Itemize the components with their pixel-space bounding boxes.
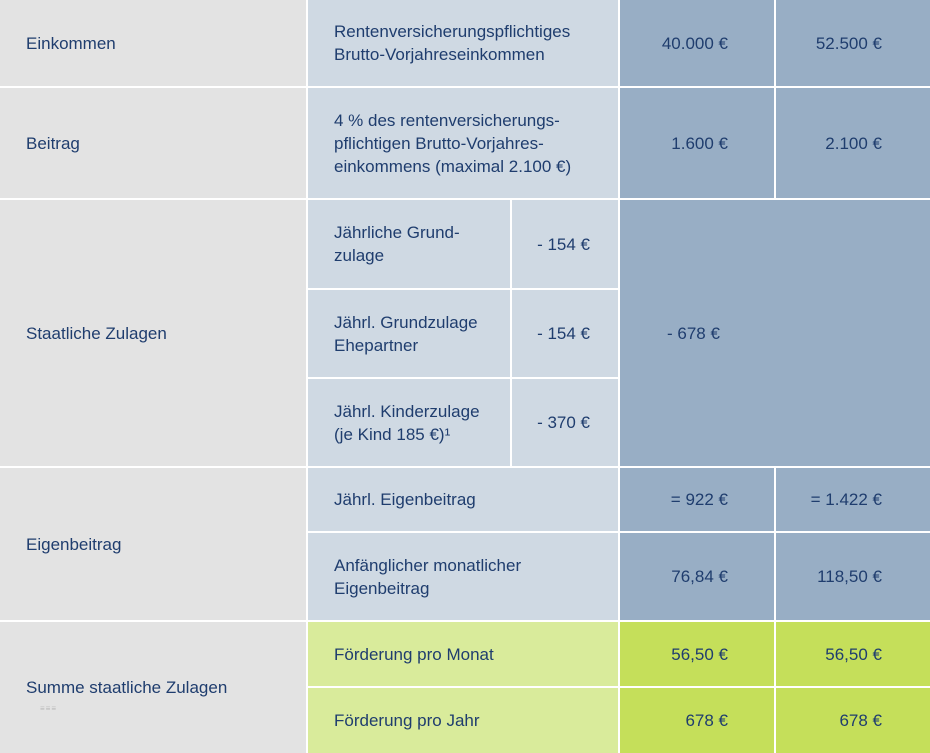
zulage-item-label: Jährliche Grund- zulage [308, 200, 510, 288]
zulage-item-value: - 154 € [512, 290, 618, 377]
watermark-mark: ≡≡≡ [40, 704, 58, 713]
summe-item-value-1: 56,50 € [620, 622, 774, 686]
zulage-item-label: Jährl. Kinderzulage (je Kind 185 €)¹ [308, 379, 510, 466]
beitrag-value-2: 2.100 € [776, 88, 930, 198]
beitrag-description: 4 % des rentenversicherungs- pflichtigen… [308, 88, 618, 198]
summe-item-value-2: 56,50 € [776, 622, 930, 686]
eigenbeitrag-item-value-1: 76,84 € [620, 533, 774, 620]
zulage-item-value: - 370 € [512, 379, 618, 466]
einkommen-value-1: 40.000 € [620, 0, 774, 86]
beitrag-value-1: 1.600 € [620, 88, 774, 198]
eigenbeitrag-item-value-2: = 1.422 € [776, 468, 930, 531]
eigenbeitrag-item-value-1: = 922 € [620, 468, 774, 531]
row-label-summe: Summe staatliche Zulagen [0, 622, 306, 753]
row-label-einkommen: Einkommen [0, 0, 306, 86]
einkommen-description: Rentenversicherungspflichtiges Brutto-Vo… [308, 0, 618, 86]
eigenbeitrag-item-value-2: 118,50 € [776, 533, 930, 620]
row-label-eigenbeitrag: Eigenbeitrag [0, 468, 306, 620]
zulage-item-value: - 154 € [512, 200, 618, 288]
row-label-zulagen: Staatliche Zulagen [0, 200, 306, 466]
row-label-beitrag: Beitrag [0, 88, 306, 198]
summe-item-label: Förderung pro Jahr [308, 688, 618, 753]
eigenbeitrag-item-label: Anfänglicher monatlicher Eigenbeitrag [308, 533, 618, 620]
zulagen-total: - 678 € [620, 200, 930, 466]
zulage-item-label: Jährl. Grundzulage Ehepartner [308, 290, 510, 377]
eigenbeitrag-item-label: Jährl. Eigenbeitrag [308, 468, 618, 531]
summe-item-label: Förderung pro Monat [308, 622, 618, 686]
summe-item-value-1: 678 € [620, 688, 774, 753]
summe-item-value-2: 678 € [776, 688, 930, 753]
einkommen-value-2: 52.500 € [776, 0, 930, 86]
